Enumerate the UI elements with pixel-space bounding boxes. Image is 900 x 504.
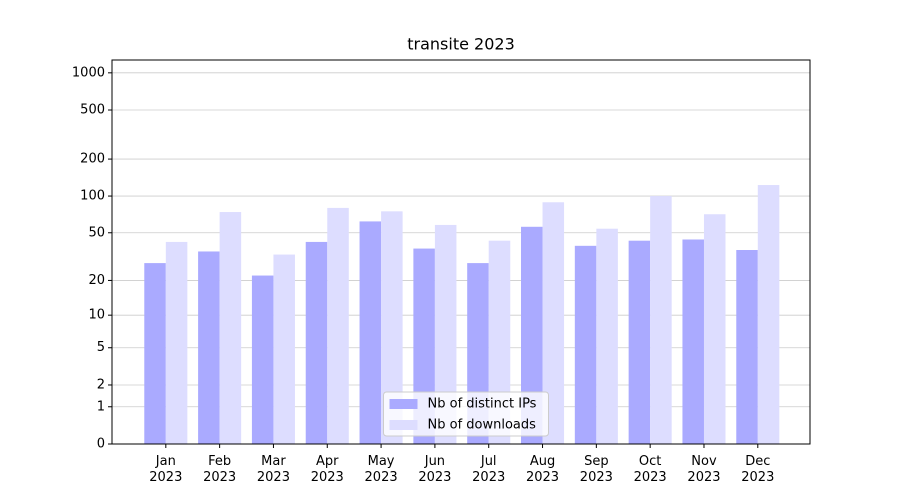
x-tick-label: Oct 2023 xyxy=(634,454,667,485)
bar xyxy=(327,207,349,444)
y-tick-label: 5 xyxy=(97,340,105,355)
legend-frame xyxy=(383,391,549,437)
y-tick-label: 2 xyxy=(97,377,105,392)
y-tick-label: 1 xyxy=(97,399,105,414)
y-tick-label: 10 xyxy=(88,308,105,323)
bar xyxy=(144,263,166,444)
legend-swatch xyxy=(389,420,418,430)
bar xyxy=(273,254,295,444)
y-tick-label: 500 xyxy=(80,103,105,118)
x-tick-label: Jun 2023 xyxy=(418,454,451,485)
legend: Nb of distinct IPs Nb of downloads xyxy=(383,391,549,437)
bar xyxy=(628,240,651,444)
axes-frame xyxy=(111,59,811,445)
x-tick-label: Aug 2023 xyxy=(526,454,559,485)
y-tick-label: 1000 xyxy=(72,65,105,80)
x-tick-label: Dec 2023 xyxy=(741,454,774,485)
bar xyxy=(198,251,220,444)
bar xyxy=(381,211,403,444)
x-tick-label: Jul 2023 xyxy=(472,454,505,485)
bar xyxy=(596,228,618,444)
bar xyxy=(251,275,274,444)
legend-label: Nb of distinct IPs xyxy=(428,397,537,412)
bar xyxy=(736,250,758,444)
x-tick-label: Mar 2023 xyxy=(257,454,290,485)
bar xyxy=(703,214,726,444)
y-tick-label: 100 xyxy=(80,189,105,204)
y-tick-label: 20 xyxy=(88,273,105,288)
x-tick-label: Sep 2023 xyxy=(580,454,613,485)
bar xyxy=(650,196,672,444)
y-tick-label: 0 xyxy=(97,437,105,452)
bar xyxy=(359,221,382,444)
bar xyxy=(219,212,242,444)
bar xyxy=(434,224,457,444)
bar xyxy=(542,202,565,444)
bar xyxy=(305,241,328,444)
bar xyxy=(165,241,188,444)
chart-title: transite 2023 xyxy=(407,35,515,54)
bar xyxy=(521,226,543,444)
x-tick-label: May 2023 xyxy=(365,454,398,485)
x-tick-label: Jan 2023 xyxy=(149,454,182,485)
y-tick-label: 50 xyxy=(88,225,105,240)
bar xyxy=(757,185,780,444)
legend-label: Nb of downloads xyxy=(428,418,537,433)
x-tick-label: Feb 2023 xyxy=(203,454,236,485)
legend-swatch xyxy=(389,399,418,409)
bar xyxy=(574,245,597,444)
x-tick-label: Apr 2023 xyxy=(311,454,344,485)
y-tick-label: 200 xyxy=(80,152,105,167)
x-tick-label: Nov 2023 xyxy=(687,454,720,485)
bar xyxy=(682,239,704,444)
